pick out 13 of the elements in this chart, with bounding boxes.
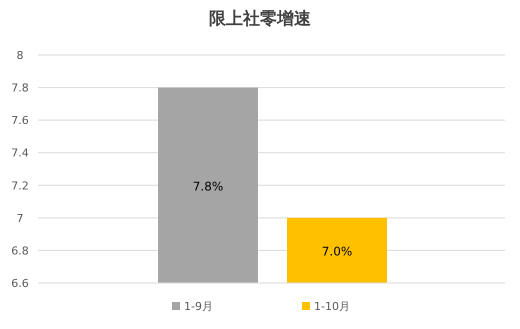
data-label: 7.8% [192,179,224,194]
data-label: 7.0% [322,244,352,258]
y-tick-label: 7.4 [11,146,29,160]
y-tick-label: 7 [16,212,24,225]
y-tick-label: 7.2 [11,179,29,192]
y-tick-label: 6.8 [11,244,29,258]
y-tick-label: 7.6 [11,114,29,128]
legend-label: 1-9月 [184,300,213,313]
y-tick-label: 7.8 [11,82,29,95]
y-tick-label: 8 [16,49,24,62]
chart-title: 限上社零增速 [209,9,311,29]
y-tick-label: 6.6 [11,277,29,290]
legend-label: 1-10月 [314,300,350,313]
